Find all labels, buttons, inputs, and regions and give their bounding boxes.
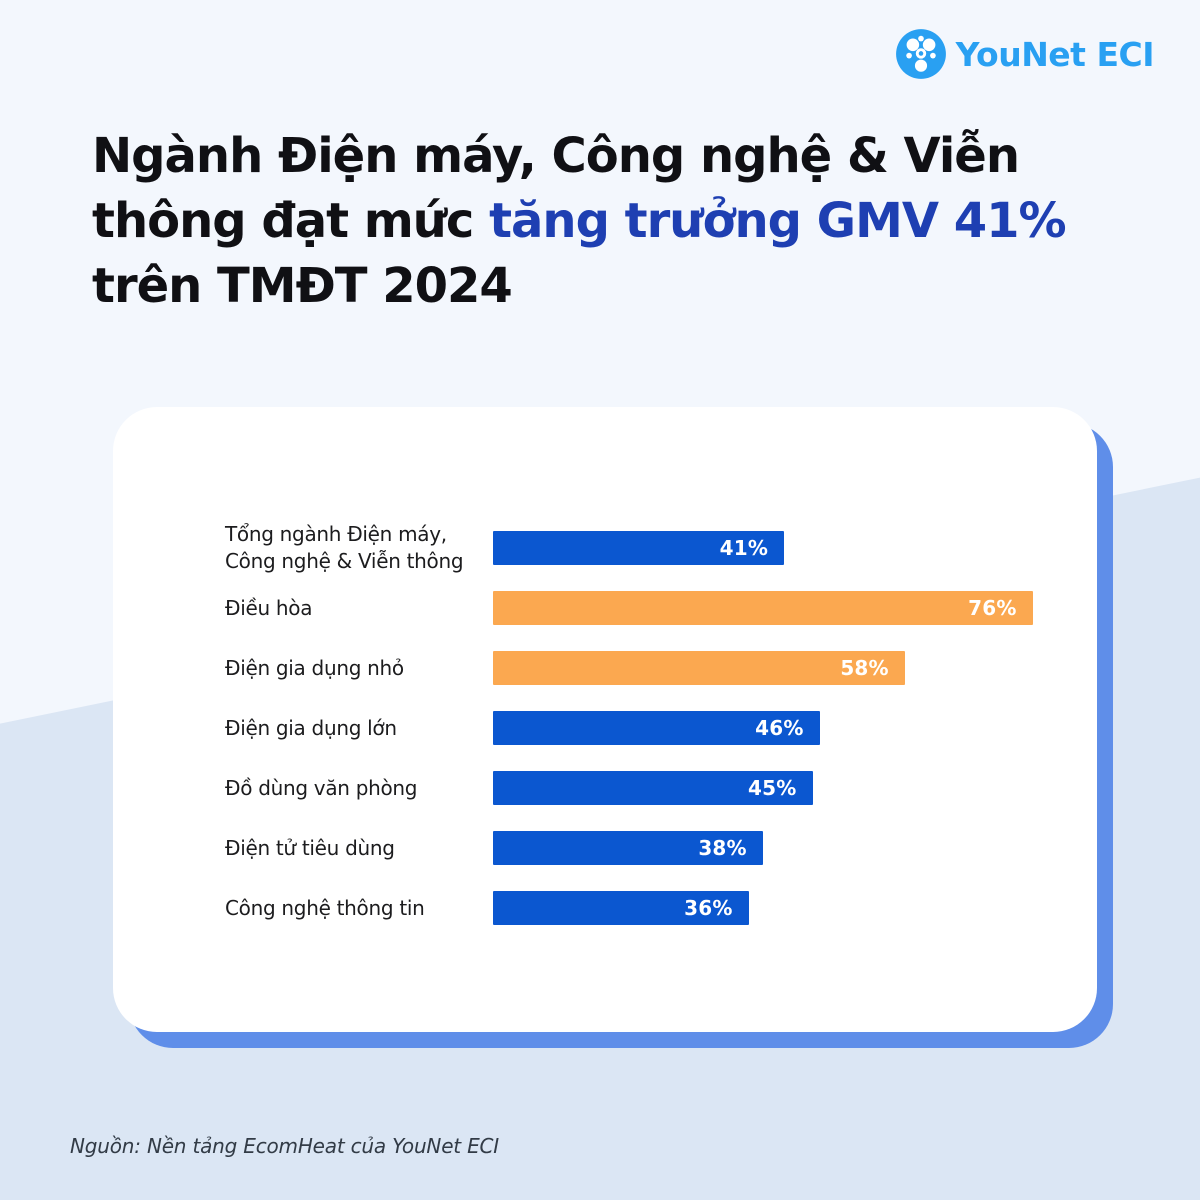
chart-row: Tổng ngành Điện máy, Công nghệ & Viễn th… [225,522,1061,573]
bar-value-label: 46% [755,716,804,740]
title-line-1: Ngành Điện máy, Công nghệ & Viễn [92,128,1020,184]
bar-track: 36% [493,891,1061,925]
bar: 58% [493,651,905,685]
source-note: Nguồn: Nền tảng EcomHeat của YouNet ECI [70,1134,499,1158]
bar-track: 41% [493,531,1061,565]
chart-row: Điện tử tiêu dùng 38% [225,831,1061,865]
bar: 38% [493,831,763,865]
title-line-3: trên TMĐT 2024 [92,258,513,314]
younet-dots-circle-icon [895,28,947,80]
bar: 76% [493,591,1033,625]
bar-value-label: 76% [968,596,1017,620]
chart-row: Đồ dùng văn phòng 45% [225,771,1061,805]
category-label: Điện gia dụng nhỏ [225,655,404,680]
title-accent-text: tăng trưởng GMV 41% [489,193,1066,249]
chart-row: Điện gia dụng lớn 46% [225,711,1061,745]
bar-value-label: 45% [748,776,797,800]
bar: 45% [493,771,813,805]
title-line-2: thông đạt mức tăng trưởng GMV 41% [92,193,1067,249]
bar-track: 45% [493,771,1061,805]
category-label: Tổng ngành Điện máy, Công nghệ & Viễn th… [225,522,464,573]
bar-value-label: 41% [719,536,769,560]
bar-track: 46% [493,711,1061,745]
category-label: Công nghệ thông tin [225,895,425,920]
logo-text: YouNet ECI [955,34,1155,74]
bar-track: 58% [493,651,1061,685]
chart-card: Tổng ngành Điện máy, Công nghệ & Viễn th… [113,407,1097,1032]
chart-row: Công nghệ thông tin 36% [225,891,1061,925]
bar-track: 76% [493,591,1061,625]
category-label: Điện gia dụng lớn [225,715,397,740]
chart-row: Điều hòa 76% [225,591,1061,625]
bar: 46% [493,711,820,745]
bar: 41% [493,531,785,565]
bar-track: 38% [493,831,1061,865]
chart-row: Điện gia dụng nhỏ 58% [225,651,1061,685]
younet-eci-logo: YouNet ECI [895,28,1155,80]
bar-value-label: 38% [698,836,747,860]
category-label: Điện tử tiêu dùng [225,835,395,860]
category-label: Điều hòa [225,595,313,620]
chart: Tổng ngành Điện máy, Công nghệ & Viễn th… [113,407,1097,925]
bar-value-label: 58% [840,656,889,680]
bar-value-label: 36% [684,896,733,920]
category-label: Đồ dùng văn phòng [225,775,418,800]
page-title: Ngành Điện máy, Công nghệ & Viễn thông đ… [92,124,1122,319]
bar: 36% [493,891,749,925]
